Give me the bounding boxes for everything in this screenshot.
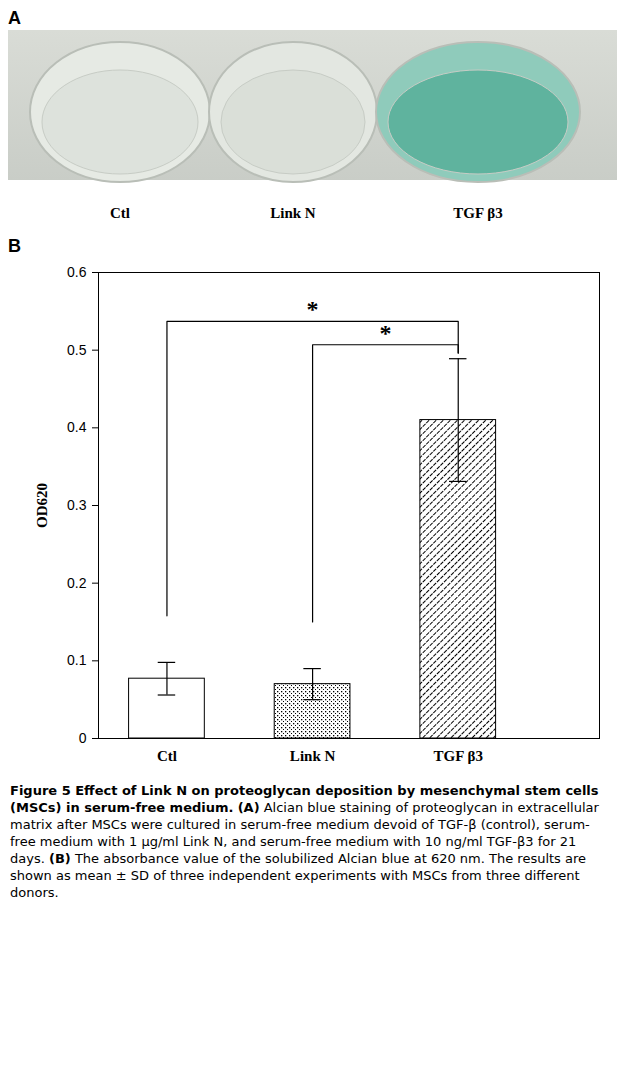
svg-text:OD620: OD620 — [34, 483, 50, 528]
svg-text:Ctl: Ctl — [157, 748, 177, 764]
svg-text:*: * — [379, 320, 391, 346]
svg-text:0.5: 0.5 — [67, 342, 87, 358]
svg-text:0.3: 0.3 — [67, 497, 87, 513]
html-text:Figure 5 Effect of Link N on p: Figure 5 Effect of Link N on proteoglyca… — [10, 783, 599, 900]
html-text:B: B — [8, 236, 21, 256]
svg-text:0.4: 0.4 — [67, 419, 87, 435]
svg-text:TGF β3: TGF β3 — [434, 748, 483, 764]
svg-text:0: 0 — [79, 730, 87, 746]
svg-text:TGF β3: TGF β3 — [453, 205, 502, 221]
svg-text:*: * — [307, 296, 319, 322]
svg-text:0.1: 0.1 — [67, 652, 87, 668]
svg-text:Link N: Link N — [270, 205, 316, 221]
svg-text:0.6: 0.6 — [67, 264, 87, 280]
svg-text:0.2: 0.2 — [67, 575, 87, 591]
svg-text:Ctl: Ctl — [110, 205, 130, 221]
svg-text:Link N: Link N — [290, 748, 336, 764]
html-text:A: A — [8, 8, 21, 28]
